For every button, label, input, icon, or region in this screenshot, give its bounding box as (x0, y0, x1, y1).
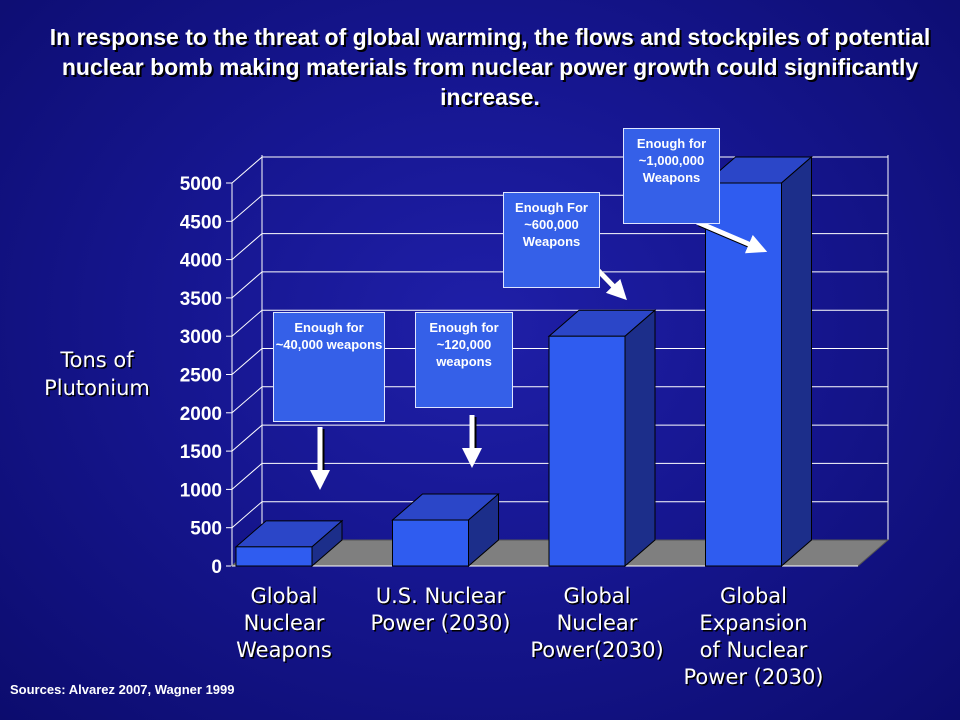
y-tick-label: 4000 (180, 251, 222, 272)
y-tick-label: 1500 (180, 442, 222, 463)
y-tick-labels: 0 500 1000 1500 2000 2500 3000 3500 4000 4500 5000 (180, 174, 222, 578)
annotation-box-40000: Enough for ~40,000 weapons (273, 312, 385, 422)
y-axis-title: Plutonium (44, 376, 150, 400)
x-tick-label-shadow: Expansion (701, 613, 809, 637)
x-tick-label-shadow: Power(2030) (532, 640, 665, 664)
y-tick-label: 3000 (180, 327, 222, 348)
y-tick-label: 2000 (180, 404, 222, 425)
bar-group (547, 309, 657, 568)
x-tick-label: Power(2030) (530, 638, 663, 662)
x-tick-label-shadow: U.S. Nuclear (377, 586, 507, 610)
x-tick-label: Global (251, 584, 318, 608)
bars (234, 155, 813, 568)
y-axis-title-shadow: Tons of (61, 350, 136, 374)
y-axis-title: Tons of (59, 348, 134, 372)
grid-depth-line (231, 271, 263, 299)
y-tick-label: 0 (211, 557, 222, 578)
sources-note: Sources: Alvarez 2007, Wagner 1999 (10, 682, 235, 697)
grid-depth-line (231, 194, 263, 222)
x-tick-label: Global (720, 584, 787, 608)
bar-side (781, 155, 812, 568)
y-tick-label: 1000 (180, 480, 222, 501)
x-tick-label-shadow: Nuclear (245, 613, 326, 637)
x-tick-label: Nuclear (244, 611, 325, 635)
x-tick-label: of Nuclear (700, 638, 808, 662)
bar (548, 335, 626, 567)
x-tick-label-shadow: Global (722, 586, 789, 610)
y-tick-label: 3500 (180, 289, 222, 310)
annotation-box-120000: Enough for ~120,000 weapons (415, 312, 513, 408)
x-tick-label: Nuclear (557, 611, 638, 635)
grid-depth-line (231, 348, 263, 375)
y-tick-label: 500 (190, 519, 222, 540)
x-tick-label-shadow: Nuclear (558, 613, 639, 637)
grid-depth-line (231, 501, 263, 529)
grid-depth-line (231, 424, 263, 452)
y-tick-label: 4500 (180, 212, 222, 233)
bar-group (704, 155, 813, 568)
x-tick-label-shadow: Global (252, 586, 319, 610)
x-category-labels: GlobalGlobalNuclearNuclearWeaponsWeapons… (236, 584, 825, 691)
y-axis-title-shadow: Plutonium (46, 378, 152, 402)
x-tick-label-shadow: Power (2030) (685, 667, 825, 691)
x-tick-label-shadow: Weapons (238, 640, 334, 664)
y-tick-label: 5000 (180, 174, 222, 195)
grid-depth-line (231, 309, 263, 337)
grid-depth-line (231, 463, 263, 490)
bar (705, 182, 782, 567)
bar-group (234, 519, 344, 568)
grid-depth-line (231, 156, 263, 184)
bar-side (624, 309, 656, 568)
annotation-arrow (696, 219, 768, 254)
x-tick-label: Power (2030) (371, 611, 511, 635)
annotation-box-1000000: Enough for ~1,000,000 Weapons (623, 128, 720, 224)
x-tick-label: Global (564, 584, 631, 608)
bar (392, 519, 469, 567)
y-tick-label: 2500 (180, 366, 222, 387)
x-tick-label: Weapons (236, 638, 332, 662)
annotation-box-600000: Enough For ~600,000 Weapons (503, 192, 600, 288)
page-title: In response to the threat of global warm… (49, 24, 931, 110)
x-tick-label: Power (2030) (684, 665, 824, 689)
grid-depth-line (231, 386, 263, 414)
bar-group (391, 492, 500, 568)
x-tick-label-shadow: Global (565, 586, 632, 610)
bar (235, 546, 313, 567)
grid-depth-line (231, 233, 263, 260)
x-tick-label: Expansion (699, 611, 807, 635)
x-tick-label-shadow: Power (2030) (372, 613, 512, 637)
x-tick-label-shadow: of Nuclear (701, 640, 809, 664)
x-tick-label: U.S. Nuclear (376, 584, 506, 608)
